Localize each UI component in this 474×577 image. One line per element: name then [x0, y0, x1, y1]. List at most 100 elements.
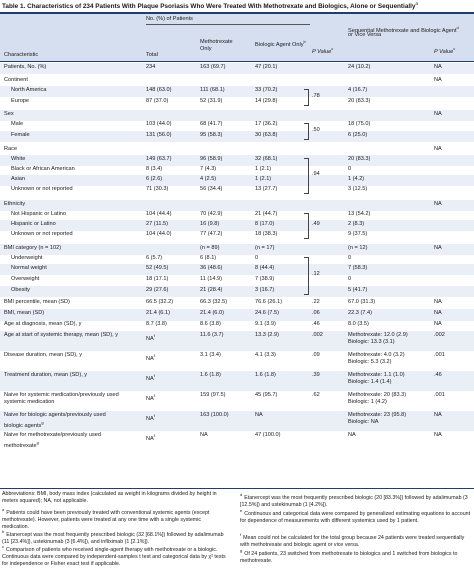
cell-biologic: 18 (38.3): [255, 231, 278, 237]
row-label: Asian: [11, 176, 25, 182]
group-bracket: [304, 213, 309, 239]
cell-total: NAf: [146, 353, 155, 362]
cell-biologic: 8 (44.4): [255, 265, 275, 271]
row-label: Race: [4, 146, 18, 152]
row-label: Black or African American: [11, 166, 75, 172]
cell-methotrexate: 16 (9.8): [200, 221, 220, 227]
cell-p-value-2: NA: [434, 77, 442, 83]
cell-p-value-2: .002: [434, 332, 445, 338]
cell-total: 6 (5.7): [146, 255, 163, 261]
cell-sequential: 0: [348, 276, 352, 282]
cell-methotrexate: NA: [200, 432, 208, 438]
cell-total: 21.4 (6.1): [146, 310, 170, 316]
cell-total: NAf: [146, 413, 155, 422]
header-p-value-1: P Valuec: [312, 46, 334, 55]
row-label: Naive for systemic medication/previously…: [4, 392, 119, 398]
header-p-value-2: P Valuec: [434, 46, 456, 55]
cell-sequential: 5 (41.7): [348, 287, 368, 293]
top-rule: [0, 12, 474, 14]
cell-methotrexate: 70 (42.9): [200, 211, 223, 217]
cell-biologic: (n = 17): [255, 245, 275, 251]
cell-biologic: 17 (36.2): [255, 121, 278, 127]
cell-sequential: 0: [348, 255, 352, 261]
cell-p-value-1: .22: [312, 299, 320, 305]
cell-total: NAf: [146, 433, 155, 442]
row-label: Age at diagnosis, mean (SD), y: [4, 321, 82, 327]
cell-sequential-biologic: Biologic: 13.3 (3.1): [348, 339, 395, 346]
cell-methotrexate: 8.6 (3.8): [200, 321, 221, 327]
row-label: Female: [11, 132, 30, 138]
cell-sequential: 7 (58.3): [348, 265, 368, 271]
cell-methotrexate: 52 (31.9): [200, 98, 223, 104]
cell-total: 71 (30.3): [146, 186, 169, 192]
row-label: White: [11, 156, 26, 162]
row-label-continued: methotrexateg: [4, 440, 39, 450]
row-label: North America: [11, 87, 47, 93]
row-label: Age at start of systemic therapy, mean (…: [4, 332, 118, 338]
cell-biologic: 9.1 (3.9): [255, 321, 276, 327]
cell-methotrexate: 56 (34.4): [200, 186, 223, 192]
row-band: [0, 200, 474, 211]
row-band: [0, 411, 474, 431]
cell-biologic: 30 (63.8): [255, 132, 278, 138]
cell-total: 8.7 (3.8): [146, 321, 167, 327]
cell-methotrexate: 96 (58.9): [200, 156, 223, 162]
row-label: Hispanic or Latino: [11, 221, 56, 227]
cell-methotrexate: 11.6 (3.7): [200, 332, 224, 338]
row-band: [0, 220, 474, 231]
footnote: dEtanercept was the most frequently pres…: [240, 492, 468, 508]
cell-total: 148 (63.0): [146, 87, 172, 93]
cell-total: 66.5 (32.2): [146, 299, 174, 305]
footnote: Abbreviations: BMI, body mass index (cal…: [2, 491, 217, 505]
cell-total: 234: [146, 64, 156, 70]
row-label: Normal weight: [11, 265, 47, 271]
cell-methotrexate: 163 (100.0): [200, 412, 229, 418]
cell-total: 8 (3.4): [146, 166, 163, 172]
cell-biologic: NA: [255, 412, 263, 418]
row-label: BMI percentile, mean (SD): [4, 299, 70, 305]
cell-p-value-group: .12: [312, 271, 320, 278]
group-bracket: [304, 257, 309, 295]
cell-total: 87 (37.0): [146, 98, 169, 104]
cell-p-value-2: NA: [434, 310, 442, 316]
row-label: Unknown or not reported: [11, 186, 73, 192]
cell-p-value-group: .94: [312, 171, 320, 178]
cell-sequential: 13 (54.2): [348, 211, 371, 217]
cell-methotrexate: 11 (14.9): [200, 276, 222, 282]
header-total: Total: [146, 52, 158, 58]
cell-methotrexate: 68 (41.7): [200, 121, 223, 127]
cell-biologic: 14 (29.8): [255, 98, 278, 104]
cell-methotrexate: 95 (58.3): [200, 132, 223, 138]
cell-p-value-2: .46: [434, 372, 442, 378]
row-label: Sex: [4, 111, 14, 117]
cell-methotrexate: 21 (28.4): [200, 287, 223, 293]
cell-total: 131 (56.0): [146, 132, 172, 138]
cell-sequential-biologic: Biologic: NA: [348, 419, 379, 426]
header-methotrexate-only: Methotrexate Only: [200, 39, 233, 52]
cell-p-value-group: .78: [312, 92, 320, 99]
cell-sequential: NA: [348, 432, 356, 438]
cell-biologic: 1.6 (1.8): [255, 372, 276, 378]
cell-biologic: 1 (2.1): [255, 166, 272, 172]
row-label: Male: [11, 121, 24, 127]
row-label: Europe: [11, 98, 30, 104]
cell-sequential: 20 (83.3): [348, 156, 371, 162]
cell-biologic: 13 (27.7): [255, 186, 278, 192]
footnote: bEtanercept was the most frequently pres…: [2, 529, 224, 545]
header-sequential-line2: or Vice Versa: [348, 32, 382, 38]
cell-sequential: Methotrexate: 20 (83.3): [348, 392, 407, 398]
cell-sequential: 24 (10.2): [348, 64, 371, 70]
cell-methotrexate: 159 (97.5): [200, 392, 226, 398]
cell-methotrexate: 36 (48.6): [200, 265, 223, 271]
row-label: Overweight: [11, 276, 40, 282]
cell-p-value-group: .49: [312, 221, 320, 228]
cell-biologic: 8 (17.0): [255, 221, 275, 227]
cell-p-value-2: NA: [434, 64, 442, 70]
cell-p-value-2: NA: [434, 299, 442, 305]
header-biologic-only: Biologic Agent Onlyb: [255, 39, 306, 48]
cell-sequential-biologic: Biologic: 5.3 (3.2): [348, 359, 392, 366]
cell-sequential: 67.0 (31.3): [348, 299, 376, 305]
cell-biologic: 45 (95.7): [255, 392, 278, 398]
cell-biologic: 3 (16.7): [255, 287, 275, 293]
